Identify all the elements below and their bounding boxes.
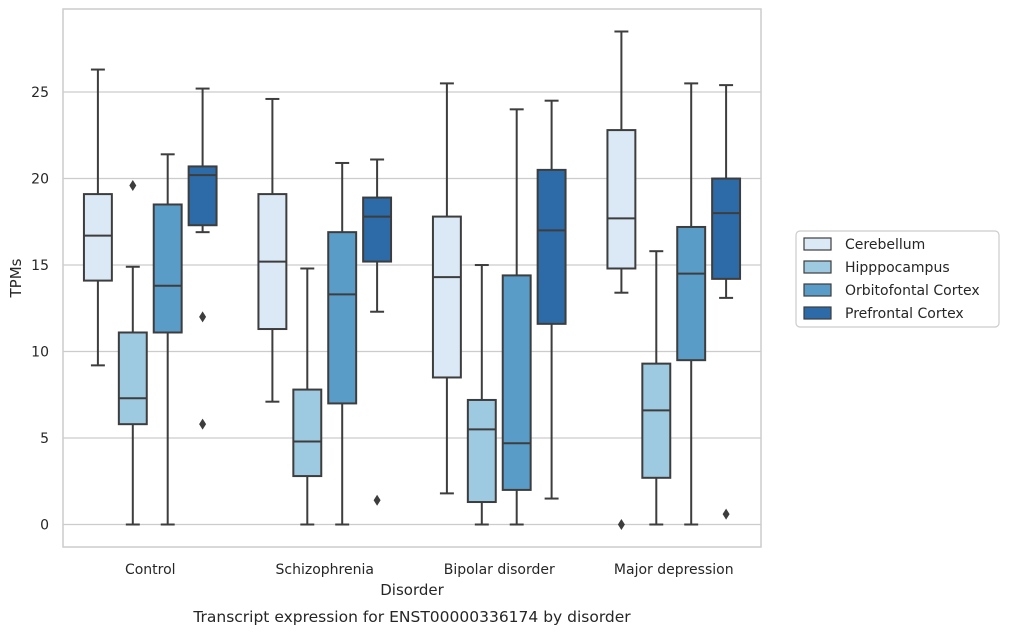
box-prefrontal-cortex [362, 158, 393, 506]
box-cerebellum [257, 97, 288, 403]
box-hipppocampus [292, 267, 323, 526]
legend-swatch [803, 306, 832, 320]
box-hipppocampus [117, 179, 148, 526]
legend-swatch [803, 260, 832, 274]
legend-label: Orbitofontal Cortex [845, 283, 980, 299]
plot-area-boxes [82, 30, 742, 531]
box-orbitofontal-cortex [152, 153, 183, 526]
box-iqr [606, 129, 637, 270]
box-cerebellum [82, 68, 113, 367]
y-tick-label: 15 [31, 258, 49, 274]
box-iqr [431, 215, 462, 379]
y-tick-label: 0 [40, 518, 49, 534]
chart-caption: Transcript expression for ENST0000033617… [192, 608, 631, 626]
plot-frame [62, 8, 762, 548]
y-axis-label: TPMs [7, 258, 25, 298]
box-prefrontal-cortex [187, 87, 218, 430]
legend-label: Cerebellum [845, 237, 925, 253]
box-iqr [187, 165, 218, 227]
box-cerebellum [431, 82, 462, 495]
legend-swatch [803, 283, 832, 297]
legend-label: Hipppocampus [845, 260, 950, 276]
outlier-point [373, 494, 381, 506]
x-tick-label: Major depression [614, 562, 734, 578]
box-iqr [501, 274, 532, 491]
box-iqr [536, 168, 567, 325]
outlier-point [722, 508, 730, 520]
x-axis-ticks: Control Schizophrenia Bipolar disorder Majo… [125, 562, 734, 578]
box-orbitofontal-cortex [676, 82, 707, 526]
outlier-point [129, 179, 137, 191]
y-tick-label: 5 [40, 431, 49, 447]
box-iqr [641, 362, 672, 479]
box-orbitofontal-cortex [501, 108, 532, 526]
box-iqr [292, 388, 323, 478]
box-iqr [82, 193, 113, 282]
box-orbitofontal-cortex [327, 161, 358, 526]
legend: Cerebellum Hipppocampus Orbitofontal Corte… [795, 230, 1000, 328]
box-iqr [466, 398, 497, 504]
outlier-point [199, 418, 207, 430]
y-tick-label: 25 [31, 85, 49, 101]
y-tick-label: 10 [31, 345, 49, 361]
box-iqr [362, 196, 393, 263]
box-iqr [676, 225, 707, 362]
x-tick-label: Schizophrenia [276, 562, 374, 578]
box-cerebellum [606, 30, 637, 531]
box-iqr [152, 203, 183, 334]
x-tick-label: Bipolar disorder [444, 562, 555, 578]
legend-swatch [803, 237, 832, 251]
legend-label: Prefrontal Cortex [845, 306, 964, 322]
x-axis-label: Disorder [380, 581, 444, 599]
y-axis-ticks: 0 5 10 15 20 25 [31, 85, 49, 533]
box-hipppocampus [641, 250, 672, 526]
box-iqr [117, 331, 148, 426]
x-tick-label: Control [125, 562, 176, 578]
box-iqr [711, 177, 742, 280]
legend-frame [795, 230, 1000, 328]
outlier-point [617, 519, 625, 531]
y-tick-label: 20 [31, 172, 49, 188]
outlier-point [199, 311, 207, 323]
box-prefrontal-cortex [711, 84, 742, 520]
box-iqr [327, 231, 358, 405]
box-hipppocampus [466, 264, 497, 526]
box-prefrontal-cortex [536, 99, 567, 500]
